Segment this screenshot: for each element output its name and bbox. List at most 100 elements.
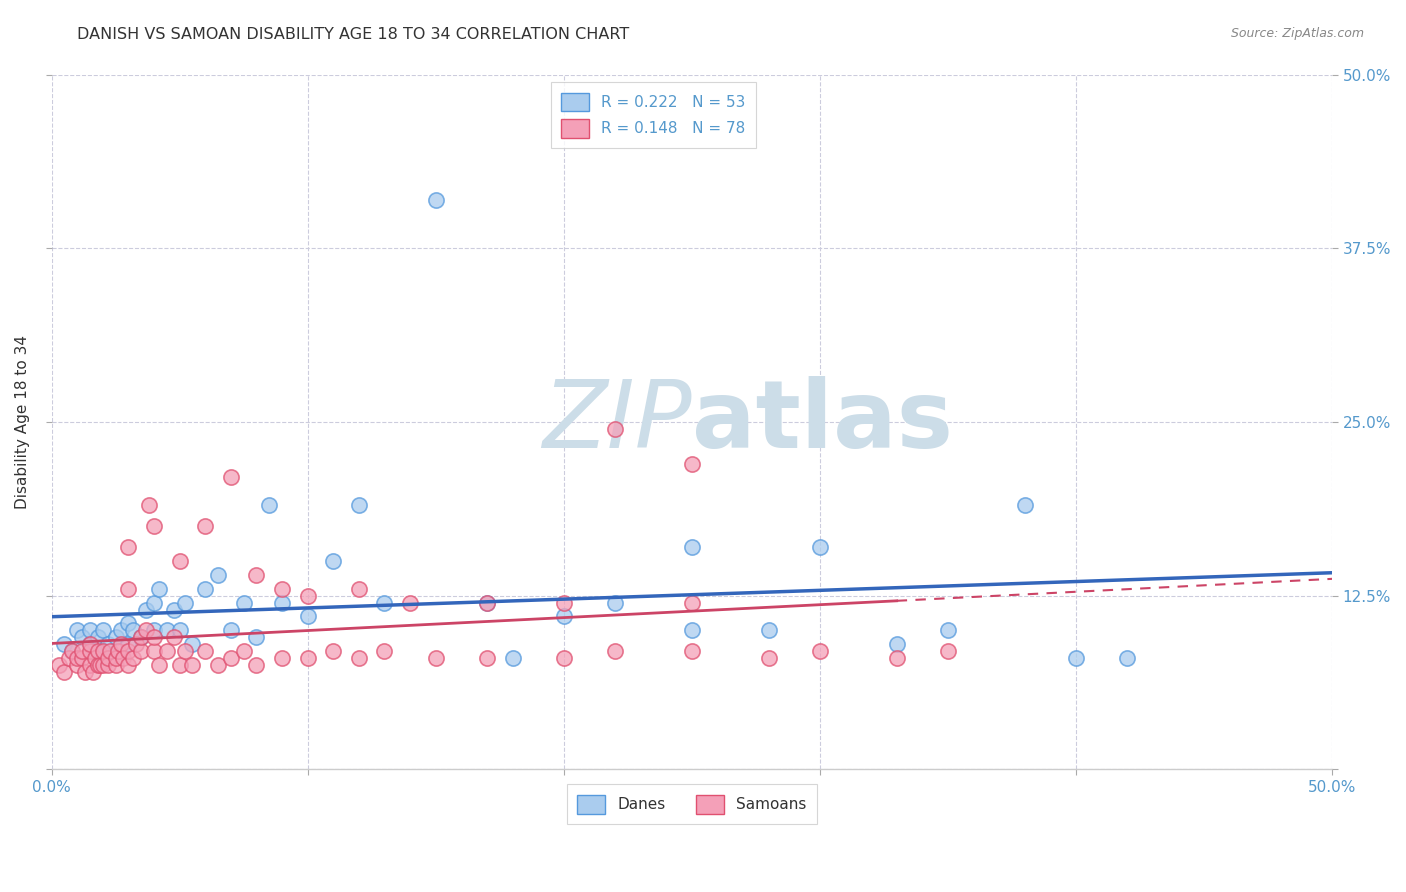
Point: [104, 630, 127, 644]
Point: [399, 596, 422, 610]
Point: [373, 644, 395, 658]
Point: [808, 540, 831, 554]
Point: [373, 596, 395, 610]
Point: [117, 658, 139, 673]
Point: [91, 624, 114, 638]
Legend: Danes, Samoans: Danes, Samoans: [567, 784, 817, 824]
Point: [169, 624, 191, 638]
Point: [156, 644, 179, 658]
Point: [173, 596, 195, 610]
Point: [79, 644, 101, 658]
Point: [117, 616, 139, 631]
Point: [347, 651, 370, 665]
Point: [245, 658, 267, 673]
Point: [125, 637, 148, 651]
Point: [936, 644, 959, 658]
Point: [808, 644, 831, 658]
Point: [553, 596, 575, 610]
Point: [91, 644, 114, 658]
Point: [169, 554, 191, 568]
Point: [143, 519, 166, 533]
Point: [322, 554, 344, 568]
Point: [936, 624, 959, 638]
Point: [89, 658, 111, 673]
Point: [1064, 651, 1087, 665]
Point: [79, 637, 101, 651]
Text: atlas: atlas: [692, 376, 953, 468]
Point: [163, 602, 186, 616]
Point: [758, 651, 780, 665]
Point: [117, 637, 139, 651]
Point: [297, 589, 319, 603]
Point: [173, 644, 195, 658]
Point: [72, 651, 94, 665]
Point: [117, 644, 139, 658]
Point: [169, 658, 191, 673]
Point: [681, 457, 703, 471]
Point: [135, 602, 157, 616]
Point: [425, 651, 447, 665]
Point: [297, 609, 319, 624]
Point: [104, 651, 127, 665]
Point: [245, 567, 267, 582]
Point: [322, 644, 344, 658]
Point: [475, 651, 498, 665]
Point: [297, 651, 319, 665]
Point: [66, 658, 89, 673]
Point: [194, 519, 217, 533]
Point: [194, 644, 217, 658]
Point: [886, 637, 908, 651]
Point: [112, 651, 135, 665]
Point: [72, 644, 94, 658]
Point: [60, 644, 83, 658]
Point: [66, 651, 89, 665]
Point: [148, 658, 170, 673]
Point: [553, 651, 575, 665]
Point: [117, 582, 139, 596]
Point: [110, 624, 132, 638]
Point: [181, 637, 204, 651]
Point: [79, 637, 101, 651]
Point: [207, 658, 229, 673]
Point: [603, 644, 626, 658]
Point: [143, 630, 166, 644]
Point: [1116, 651, 1139, 665]
Text: ZIP: ZIP: [543, 376, 692, 467]
Point: [86, 630, 108, 644]
Point: [79, 658, 101, 673]
Point: [129, 630, 152, 644]
Point: [347, 498, 370, 512]
Point: [271, 582, 294, 596]
Point: [91, 644, 114, 658]
Point: [219, 470, 242, 484]
Point: [97, 637, 120, 651]
Point: [681, 540, 703, 554]
Text: DANISH VS SAMOAN DISABILITY AGE 18 TO 34 CORRELATION CHART: DANISH VS SAMOAN DISABILITY AGE 18 TO 34…: [77, 27, 630, 42]
Point: [347, 582, 370, 596]
Point: [143, 596, 166, 610]
Point: [86, 644, 108, 658]
Point: [60, 644, 83, 658]
Point: [681, 596, 703, 610]
Point: [553, 609, 575, 624]
Point: [181, 658, 204, 673]
Point: [475, 596, 498, 610]
Point: [135, 624, 157, 638]
Point: [58, 651, 80, 665]
Point: [245, 630, 267, 644]
Point: [73, 665, 96, 679]
Point: [138, 498, 160, 512]
Point: [97, 658, 120, 673]
Point: [97, 651, 120, 665]
Point: [143, 624, 166, 638]
Point: [425, 193, 447, 207]
Point: [681, 644, 703, 658]
Point: [122, 651, 145, 665]
Point: [66, 624, 89, 638]
Point: [104, 658, 127, 673]
Point: [129, 644, 152, 658]
Point: [148, 582, 170, 596]
Point: [82, 644, 104, 658]
Point: [257, 498, 280, 512]
Point: [886, 651, 908, 665]
